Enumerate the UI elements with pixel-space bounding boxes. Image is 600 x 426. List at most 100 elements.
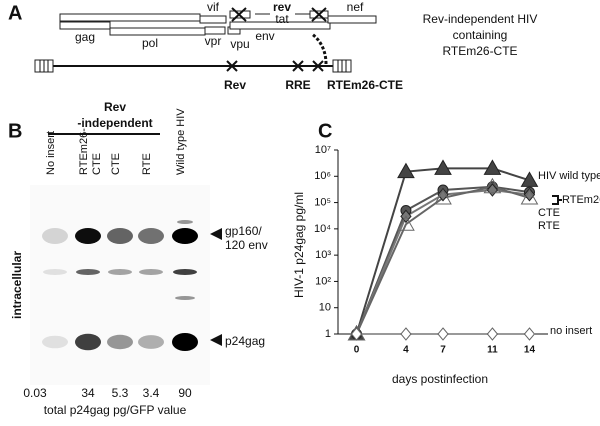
data-point	[483, 177, 502, 194]
band	[138, 335, 164, 349]
blot	[30, 185, 210, 385]
gene-label: vpr	[205, 34, 222, 48]
gene-label: pol	[142, 36, 158, 50]
gene-box	[199, 15, 227, 24]
y-axis-label: HIV-1 p24gag pg/ml	[292, 192, 306, 298]
gene-label: rev	[273, 0, 291, 14]
lane-label: No insert	[45, 131, 57, 175]
gene-label: vif	[207, 0, 220, 14]
series-label: HIV wild type	[538, 170, 600, 182]
series-label: CTE	[538, 207, 560, 219]
lane-label: RTEm26-	[78, 128, 90, 175]
band	[42, 228, 68, 244]
band	[175, 296, 195, 300]
rna-element	[311, 32, 328, 65]
gene-box	[109, 27, 206, 36]
band	[75, 333, 101, 351]
band-label: p24gag	[225, 334, 265, 348]
panel-label: C	[318, 120, 332, 142]
series-label: RTE	[538, 220, 560, 232]
element-label: RTEm26-CTE	[327, 78, 403, 92]
lane-label: CTE	[110, 153, 122, 175]
data-point	[437, 187, 449, 202]
series-line	[355, 189, 530, 335]
x-axis-label: days postinfection	[392, 372, 488, 386]
band	[42, 335, 68, 349]
gene-label: nef	[347, 0, 364, 14]
series-label: no insert	[550, 325, 592, 337]
description: RTEm26-CTE	[442, 44, 517, 58]
x-tick-label: 0	[354, 345, 360, 356]
data-point	[520, 171, 539, 187]
y-tick-label: 1	[325, 328, 331, 340]
series-line	[355, 185, 530, 335]
blot-background	[30, 185, 210, 385]
band	[172, 228, 198, 244]
x-tick-label: 11	[487, 345, 498, 356]
data-point	[397, 162, 415, 179]
band	[173, 269, 197, 275]
gene-label: vpu	[230, 37, 249, 51]
lane-value: 90	[178, 386, 192, 400]
band	[108, 269, 132, 275]
data-point	[350, 327, 363, 341]
y-tick-label: 10⁵	[314, 196, 331, 208]
gene-box	[229, 21, 331, 30]
y-tick-label: 10²	[315, 275, 331, 287]
element-mark	[226, 60, 324, 72]
band	[107, 334, 133, 350]
band-arrow	[210, 228, 222, 240]
band	[75, 228, 101, 244]
panel-label: B	[8, 120, 22, 142]
data-point	[400, 327, 412, 341]
bracket	[552, 195, 562, 205]
row-label: intracellular	[10, 251, 24, 319]
gene-box	[59, 13, 201, 22]
element-label: RRE	[285, 78, 310, 92]
group-label: -independent	[77, 116, 152, 130]
x-tick-label: 14	[524, 345, 536, 356]
band	[138, 228, 164, 244]
data-point	[523, 187, 536, 202]
data-point	[483, 159, 502, 175]
x-tick-label: 4	[403, 345, 409, 356]
description: containing	[453, 28, 508, 42]
band	[172, 333, 198, 351]
band-label: 120 env	[225, 238, 268, 252]
band-label: gp160/	[225, 224, 262, 238]
data-point	[397, 215, 415, 231]
lane-value: 34	[81, 386, 95, 400]
lane-value: 5.3	[112, 386, 129, 400]
deletion-mark	[231, 7, 327, 22]
lane-value: 0.03	[23, 386, 47, 400]
band-arrow	[210, 334, 222, 346]
band	[139, 269, 163, 275]
genome-map: gag pol vif vpr vpu env rev tat nef Rev …	[34, 0, 538, 92]
gene-label: env	[255, 29, 274, 43]
y-tick-label: 10⁷	[315, 144, 331, 156]
series-label: RTEm26-CTE	[562, 194, 600, 206]
band	[177, 220, 193, 224]
x-tick-label: 7	[440, 345, 446, 356]
band	[43, 269, 67, 275]
y-tick-label: 10³	[315, 249, 331, 261]
band	[107, 228, 133, 244]
gene-box	[59, 21, 111, 30]
data-point	[437, 327, 449, 341]
data-point	[486, 327, 499, 341]
gene-box	[327, 15, 377, 24]
data-point	[434, 188, 452, 205]
y-tick-label: 10	[319, 302, 331, 314]
description: Rev-independent HIV	[423, 12, 538, 26]
data-point	[434, 159, 452, 175]
element-label: Rev	[224, 78, 246, 92]
lane-value: 3.4	[143, 386, 160, 400]
ltr-stripes	[39, 60, 49, 72]
y-tick-label: 10⁶	[314, 170, 331, 182]
gene-box	[204, 26, 226, 35]
band	[76, 269, 100, 275]
series-line	[355, 185, 530, 335]
lane-label: RTE	[141, 153, 153, 175]
lane-label: CTE	[91, 153, 103, 175]
